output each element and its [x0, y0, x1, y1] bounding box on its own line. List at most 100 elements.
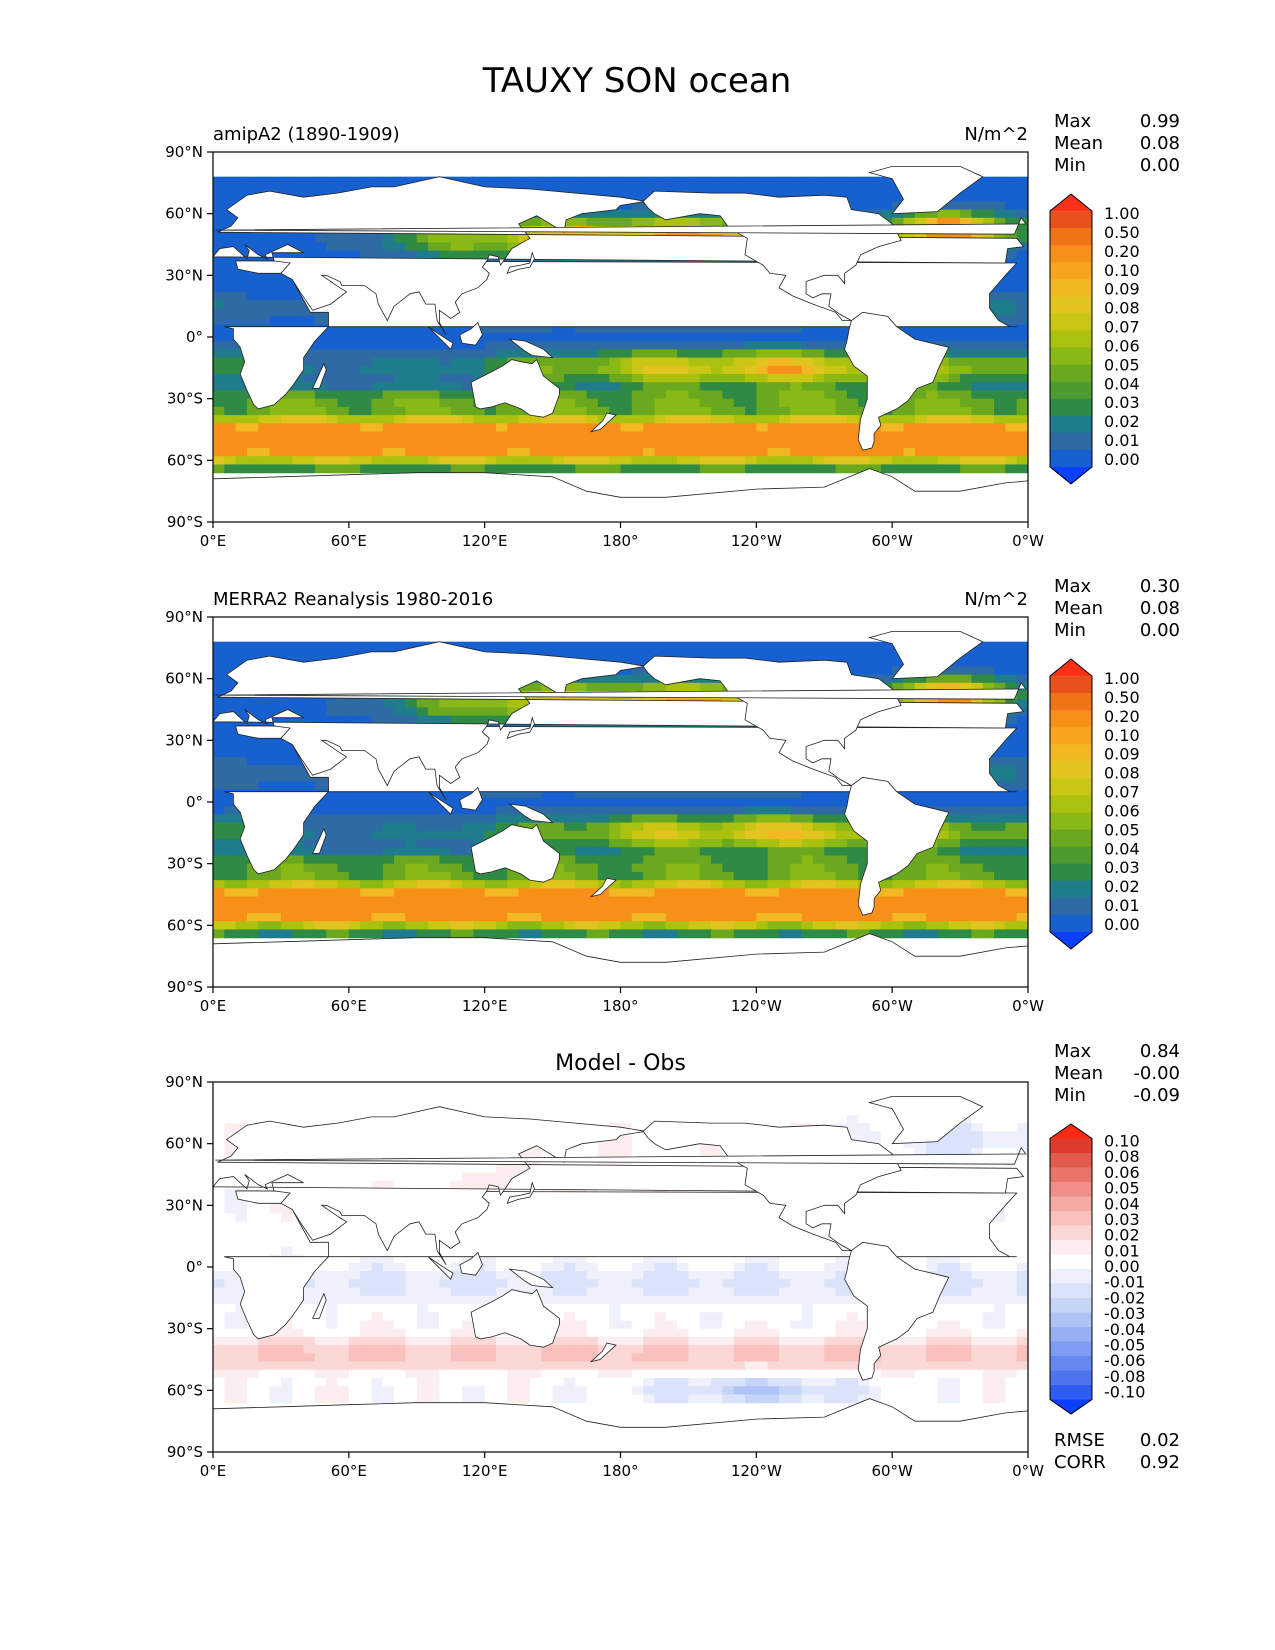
field-cell — [552, 406, 565, 416]
field-cell — [258, 448, 271, 457]
field-cell — [699, 390, 712, 400]
field-cell — [722, 464, 735, 474]
field-cell — [688, 374, 701, 383]
field-cell — [507, 814, 520, 824]
field-cell — [371, 847, 384, 857]
field-cell — [654, 641, 667, 651]
field-cell — [620, 464, 633, 474]
field-cell — [405, 641, 418, 651]
field-cell — [258, 308, 271, 318]
field-cell — [246, 641, 259, 651]
field-cell — [405, 390, 418, 400]
field-cell — [756, 390, 769, 400]
field-cell — [507, 448, 520, 457]
field-cell — [314, 390, 327, 400]
field-cell — [360, 431, 373, 441]
field-cell — [778, 341, 791, 350]
field-cell — [337, 855, 350, 865]
field-cell — [326, 863, 339, 873]
field-cell — [722, 324, 735, 334]
field-cell — [450, 415, 463, 424]
field-cell — [733, 423, 746, 433]
field-cell — [745, 863, 757, 873]
field-cell — [937, 464, 950, 474]
field-cell — [778, 855, 791, 865]
field-cell — [654, 797, 667, 807]
field-cell — [507, 789, 520, 799]
field-cell — [292, 415, 305, 424]
field-cell — [484, 814, 497, 824]
field-cell — [1016, 896, 1028, 906]
field-cell — [337, 699, 350, 709]
field-cell — [326, 456, 339, 466]
field-cell — [235, 267, 248, 276]
field-cell — [926, 431, 939, 441]
field-cell — [348, 863, 361, 873]
field-cell — [450, 789, 463, 799]
field-cell — [439, 888, 452, 898]
landmass-newguinea — [508, 338, 554, 359]
figure-title: TAUXY SON ocean — [482, 61, 792, 101]
field-cell — [1016, 748, 1028, 758]
field-cell — [484, 423, 497, 433]
field-cell — [495, 641, 508, 651]
field-cell — [609, 797, 622, 807]
field-cell — [371, 896, 384, 906]
field-cell — [733, 431, 746, 441]
field-cell — [960, 822, 973, 832]
field-cell — [224, 176, 237, 186]
field-cell — [869, 456, 882, 466]
field-cell — [382, 176, 395, 186]
field-cell — [428, 332, 440, 342]
field-cell — [688, 184, 701, 194]
field-cell — [450, 707, 463, 717]
field-cell — [405, 448, 418, 457]
field-cell — [643, 324, 656, 334]
field-cell — [450, 242, 463, 252]
field-cell — [326, 423, 339, 433]
field-cell — [971, 201, 984, 211]
field-cell — [269, 715, 282, 725]
field-cell — [597, 822, 610, 832]
field-cell — [269, 456, 282, 466]
field-cell — [948, 357, 961, 367]
field-cell — [292, 291, 305, 301]
field-cell — [790, 349, 803, 359]
field-cell — [439, 365, 452, 375]
field-cell — [518, 789, 531, 799]
field-cell — [971, 374, 984, 383]
field-cell — [745, 456, 757, 466]
field-cell — [654, 415, 667, 424]
field-cell — [971, 464, 984, 474]
field-cell — [733, 806, 746, 815]
field-cell — [1016, 184, 1028, 194]
field-cell — [269, 234, 282, 244]
field-cell — [699, 439, 712, 449]
field-cell — [371, 855, 384, 865]
field-cell — [314, 398, 327, 408]
field-cell — [563, 797, 576, 807]
field-cell — [880, 448, 893, 457]
field-cell — [767, 464, 780, 474]
field-cell — [1016, 464, 1028, 474]
field-cell — [767, 855, 780, 865]
field-cell — [314, 641, 327, 651]
field-cell — [428, 830, 440, 840]
field-cell — [575, 349, 588, 359]
field-cell — [371, 439, 384, 449]
field-cell — [416, 439, 429, 449]
field-cell — [699, 365, 712, 375]
field-cell — [835, 398, 848, 408]
field-cell — [326, 415, 339, 424]
field-cell — [733, 332, 746, 342]
field-cell — [269, 740, 282, 750]
field-cell — [552, 863, 565, 873]
field-cell — [224, 756, 237, 766]
field-cell — [620, 341, 633, 350]
field-cell — [337, 234, 350, 244]
field-cell — [462, 814, 474, 824]
field-cell — [450, 464, 463, 474]
field-cell — [620, 456, 633, 466]
field-cell — [314, 332, 327, 342]
field-cell — [280, 649, 293, 659]
